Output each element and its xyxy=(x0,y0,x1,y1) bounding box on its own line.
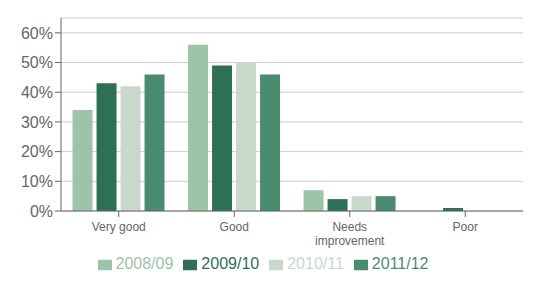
html-text:2011/12: 2011/12 xyxy=(371,255,429,272)
svg-text:Needsimprovement: Needsimprovement xyxy=(315,220,385,248)
html-text:2008/09: 2008/09 xyxy=(115,255,174,272)
html-text:2010/11: 2010/11 xyxy=(287,255,344,272)
svg-text:Good: Good xyxy=(220,220,249,234)
svg-text:10%: 10% xyxy=(21,173,53,190)
html-text:2009/10: 2009/10 xyxy=(201,255,260,272)
svg-text:50%: 50% xyxy=(21,54,53,71)
svg-text:0%: 0% xyxy=(30,203,53,220)
svg-text:Poor: Poor xyxy=(453,220,478,234)
svg-text:60%: 60% xyxy=(21,25,53,42)
svg-text:20%: 20% xyxy=(21,143,53,160)
svg-text:30%: 30% xyxy=(21,114,53,131)
svg-text:Very good: Very good xyxy=(92,220,146,234)
svg-text:40%: 40% xyxy=(21,84,53,101)
